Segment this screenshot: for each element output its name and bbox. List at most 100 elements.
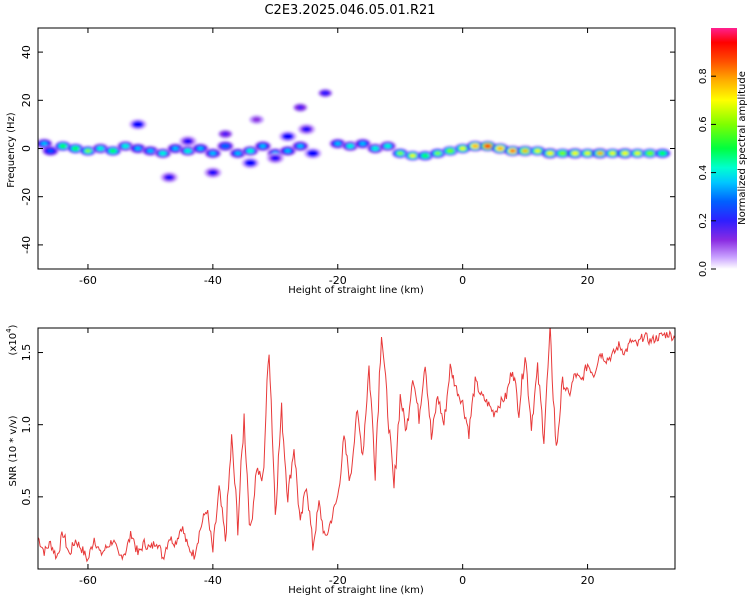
snr-multiplier-exp: 4 (5, 328, 13, 333)
spectrogram-ytick-label: 0 (20, 145, 33, 152)
spectrogram-blob (359, 141, 366, 146)
spectrogram-blob (647, 151, 653, 156)
spectrogram-blob (253, 117, 260, 122)
colorbar: 0.0 0.2 0.4 0.6 0.8 Normalized spectral ampl… (698, 28, 748, 277)
spectrogram-blob (409, 153, 416, 158)
spectrogram-blob (172, 146, 179, 151)
spectrogram-blob (85, 149, 91, 153)
spectrogram-blob (222, 144, 229, 148)
snr-xtick-label: -20 (329, 574, 347, 587)
spectrogram-blob (160, 151, 166, 156)
snr-xtick-label: 20 (581, 574, 595, 587)
snr-ytick-label: 0.5 (20, 488, 33, 506)
spectrogram-blob (247, 149, 254, 153)
spectrogram-panel: -60 -40 -20 0 20 -40 -20 0 20 40 Height of straig… (6, 27, 676, 296)
spectrogram-blob (147, 149, 154, 153)
spectrogram-xtick-label: 0 (459, 274, 466, 287)
snr-xtick-label: -60 (79, 574, 97, 587)
colorbar-gradient (711, 28, 737, 269)
svg-text:(x104): (x104) (5, 324, 19, 355)
spectrogram-blob (422, 153, 429, 158)
spectrogram-xtick-label: -60 (79, 274, 97, 287)
spectrogram-xtick-label: -20 (329, 274, 347, 287)
snr-ylabel: SNR (10 * v/v) (8, 415, 19, 486)
spectrogram-blob (166, 175, 173, 180)
colorbar-tick-label: 0.8 (698, 68, 709, 84)
snr-multiplier-base: (x10 (8, 333, 19, 356)
spectrogram-blob (247, 161, 254, 165)
spectrogram-xtick-label: -40 (204, 274, 222, 287)
snr-multiplier: (x104) (5, 324, 19, 355)
spectrogram-blob (522, 149, 528, 153)
spectrogram-blob (622, 151, 628, 156)
spectrogram-blob (284, 134, 291, 139)
spectrogram-blob (547, 151, 553, 156)
snr-panel: -60 -40 -20 0 20 0.5 1.0 1.5 Height of straight… (5, 324, 676, 596)
spectrogram-blob (322, 91, 329, 95)
colorbar-label: Normalized spectral amplitude (737, 71, 748, 225)
spectrogram-blob (72, 146, 79, 151)
spectrogram-blobs (38, 87, 672, 183)
spectrogram-blob (197, 146, 204, 151)
spectrogram-blob (397, 151, 404, 156)
spectrogram-blob (484, 144, 491, 148)
spectrogram-ytick-label: -40 (20, 236, 33, 254)
chart-title: C2E3.2025.046.05.01.R21 (264, 3, 435, 18)
spectrogram-blob (303, 127, 310, 131)
spectrogram-blob (347, 144, 354, 148)
spectrogram-blob (509, 149, 516, 153)
spectrogram-blob (272, 156, 279, 160)
spectrogram-blob (97, 146, 104, 151)
spectrogram-blob (559, 151, 566, 156)
spectrogram-blob (297, 144, 304, 148)
spectrogram-blob (597, 151, 603, 156)
spectrogram-blob (284, 149, 291, 153)
spectrogram-blob (47, 149, 54, 153)
colorbar-ticks: 0.0 0.2 0.4 0.6 0.8 (698, 68, 716, 277)
spectrogram-blob (297, 105, 304, 110)
spectrogram-blob (384, 144, 391, 148)
spectrogram-blob (572, 151, 578, 156)
spectrogram-ytick-label: 20 (20, 93, 33, 107)
spectrogram-blob (185, 149, 191, 153)
spectrogram-blob (434, 151, 441, 156)
spectrogram-blob (659, 151, 666, 156)
spectrogram-blob (609, 151, 616, 156)
spectrogram-blob (634, 151, 641, 156)
colorbar-tick-label: 0.4 (698, 165, 709, 181)
spectrogram-blob (41, 141, 48, 146)
spectrogram-blob (135, 122, 141, 127)
snr-ytick-label: 1.0 (20, 416, 33, 434)
spectrogram-ylabel: Frequency (Hz) (6, 112, 17, 188)
spectrogram-blob (259, 144, 266, 148)
spectrogram-blob (209, 151, 216, 156)
spectrogram-blob (584, 151, 591, 156)
snr-xlabel: Height of straight line (km) (288, 585, 424, 596)
spectrogram-blob (185, 139, 191, 144)
spectrogram-blob (497, 146, 504, 151)
spectrogram-blob (447, 149, 454, 153)
spectrogram-blob (309, 151, 316, 156)
spectrogram-axes: -60 -40 -20 0 20 -40 -20 0 20 40 (20, 28, 675, 287)
spectrogram-ytick-label: 40 (20, 45, 33, 59)
spectrogram-blob (209, 170, 216, 175)
colorbar-tick-label: 0.0 (698, 261, 709, 277)
spectrogram-blob (135, 146, 141, 151)
spectrogram-blob (459, 146, 466, 151)
spectrogram-xtick-label: 20 (581, 274, 595, 287)
colorbar-tick-label: 0.2 (698, 213, 709, 229)
spectrogram-blob (534, 149, 541, 153)
spectrogram-blob (222, 132, 229, 136)
spectrogram-blob (372, 146, 379, 151)
spectrogram-xlabel: Height of straight line (km) (288, 285, 424, 296)
colorbar-tick-label: 0.6 (698, 116, 709, 132)
spectrogram-blob (472, 144, 479, 148)
snr-xtick-label: 0 (459, 574, 466, 587)
spectrogram-blob (122, 144, 129, 148)
spectrogram-blob (60, 144, 66, 148)
snr-ytick-label: 1.5 (20, 344, 33, 362)
spectrogram-blob (110, 149, 116, 153)
snr-xtick-label: -40 (204, 574, 222, 587)
snr-axes: -60 -40 -20 0 20 0.5 1.0 1.5 (20, 328, 675, 587)
